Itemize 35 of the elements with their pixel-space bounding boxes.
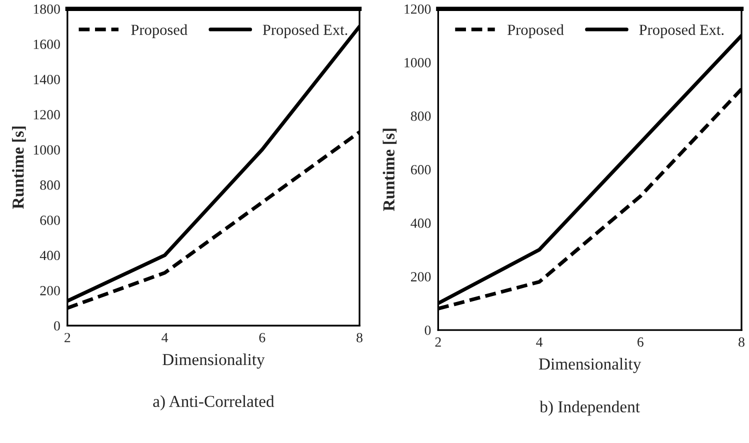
y-tick-label: 0 — [424, 326, 431, 335]
y-tick-label: 1600 — [34, 40, 60, 50]
y-tick-label: 400 — [410, 218, 431, 228]
x-tick-label: 6 — [259, 332, 266, 342]
y-tick-label: 1200 — [34, 110, 60, 120]
x-tick-label: 6 — [638, 337, 644, 347]
y-tick-label: 600 — [410, 165, 431, 174]
x-axis-title: Dimensionality — [538, 358, 642, 374]
x-tick-label: 2 — [64, 332, 70, 342]
y-tick-label: 1200 — [404, 4, 431, 14]
legend-label: Proposed Ext. — [262, 24, 348, 38]
x-tick-label: 4 — [162, 333, 168, 342]
x-tick-label: 4 — [536, 337, 543, 347]
x-tick-label: 2 — [435, 337, 441, 347]
legend-label: Proposed Ext. — [639, 24, 724, 38]
x-tick-label: 8 — [356, 332, 362, 342]
y-tick-label: 200 — [410, 272, 431, 282]
y-tick-label: 400 — [40, 250, 60, 260]
y-axis-title: Runtime [s] — [382, 128, 397, 212]
y-tick-label: 1000 — [404, 58, 431, 68]
y-axis-title: Runtime [s] — [12, 126, 26, 209]
y-tick-label: 0 — [54, 321, 60, 331]
legend-label: Proposed — [131, 24, 188, 38]
text: a) Anti-Correlated — [153, 395, 274, 410]
y-tick-label: 1800 — [34, 4, 60, 14]
y-tick-label: 600 — [40, 216, 60, 225]
y-tick-label: 800 — [410, 112, 431, 121]
x-axis-title: Dimensionality — [162, 353, 265, 369]
y-tick-label: 1400 — [34, 74, 60, 84]
y-tick-label: 1000 — [34, 145, 60, 155]
x-tick-label: 8 — [738, 337, 744, 347]
text: b) Independent — [540, 400, 640, 416]
y-tick-label: 800 — [40, 180, 60, 190]
y-tick-label: 200 — [40, 286, 60, 296]
legend-label: Proposed — [508, 24, 564, 38]
